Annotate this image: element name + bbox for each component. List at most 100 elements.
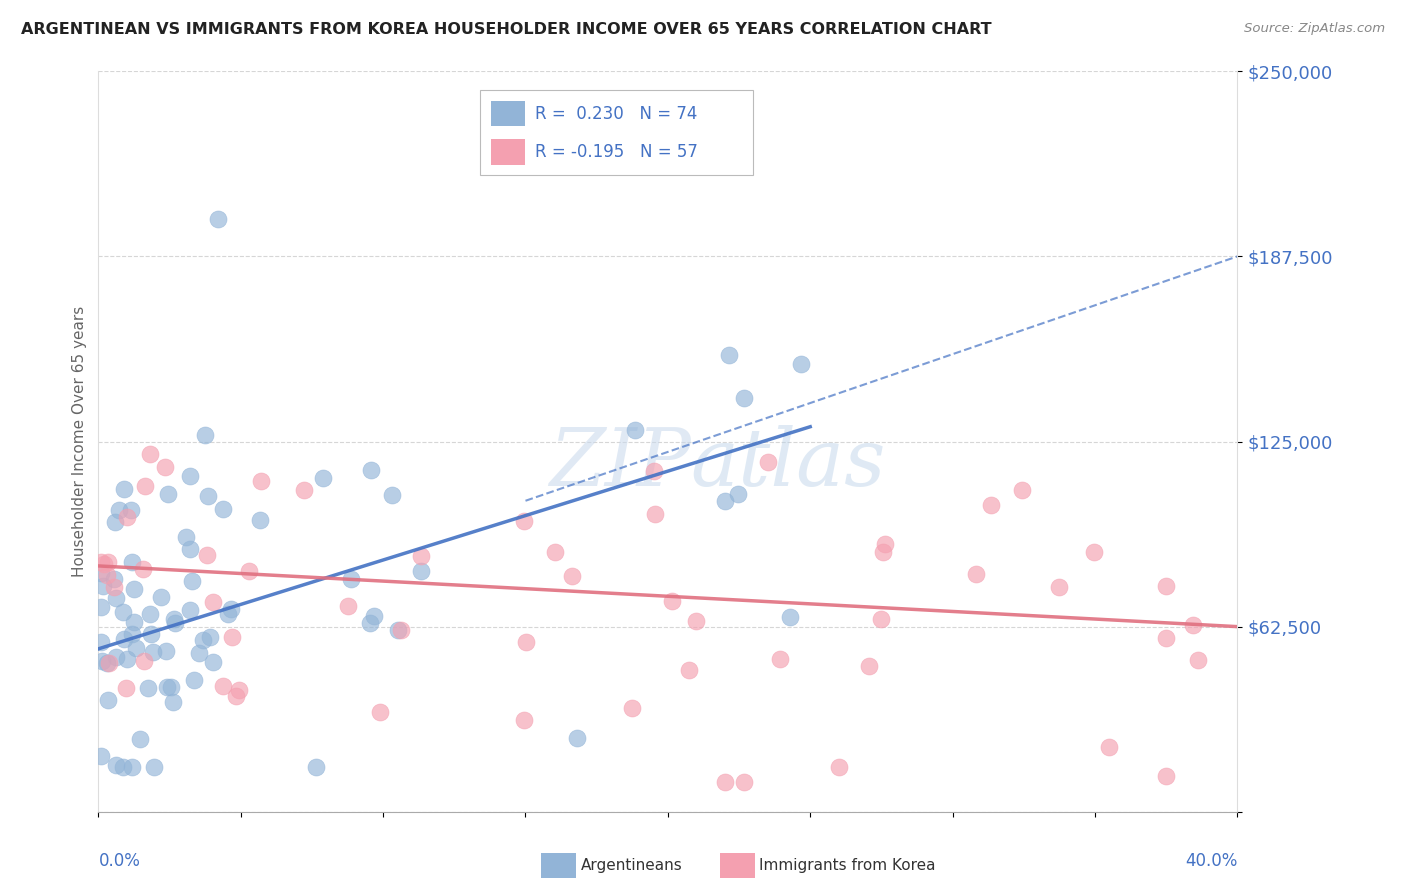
- Point: [179, 542, 201, 557]
- Point: [141, 627, 163, 641]
- Point: [104, 591, 127, 605]
- Point: [194, 428, 217, 442]
- Point: [104, 516, 127, 530]
- Point: [513, 713, 536, 727]
- Point: [515, 634, 537, 648]
- Point: [104, 758, 127, 772]
- Point: [870, 612, 893, 626]
- Point: [112, 605, 135, 619]
- Point: [103, 580, 125, 594]
- Point: [228, 682, 250, 697]
- Point: [219, 601, 242, 615]
- Point: [200, 630, 222, 644]
- Point: [685, 614, 707, 628]
- Point: [1187, 653, 1209, 667]
- Point: [132, 561, 155, 575]
- Point: [96, 657, 118, 671]
- Point: [678, 663, 700, 677]
- Point: [132, 655, 155, 669]
- Point: [1156, 579, 1178, 593]
- Point: [714, 775, 737, 789]
- Point: [90, 634, 112, 648]
- Point: [620, 701, 643, 715]
- Point: [769, 652, 792, 666]
- Point: [714, 493, 737, 508]
- Point: [139, 607, 162, 622]
- Point: [756, 455, 779, 469]
- Point: [873, 537, 896, 551]
- Point: [90, 748, 112, 763]
- Point: [718, 348, 741, 362]
- Point: [156, 680, 179, 694]
- Point: [121, 555, 143, 569]
- Point: [97, 692, 120, 706]
- Point: [163, 612, 186, 626]
- Point: [162, 695, 184, 709]
- Text: 40.0%: 40.0%: [1185, 853, 1237, 871]
- Point: [221, 630, 243, 644]
- Point: [90, 555, 112, 569]
- Text: R =  0.230   N = 74: R = 0.230 N = 74: [534, 104, 697, 123]
- Point: [155, 644, 177, 658]
- Point: [1083, 545, 1105, 559]
- Point: [181, 574, 204, 588]
- Point: [197, 489, 219, 503]
- Point: [139, 447, 162, 461]
- Point: [1011, 483, 1033, 497]
- Point: [513, 514, 536, 528]
- Text: ZIP: ZIP: [548, 425, 690, 502]
- Point: [292, 483, 315, 498]
- Point: [202, 655, 225, 669]
- Bar: [491, 139, 526, 165]
- Point: [195, 548, 218, 562]
- FancyBboxPatch shape: [479, 90, 754, 175]
- Point: [312, 470, 335, 484]
- Point: [411, 549, 433, 563]
- Point: [128, 732, 150, 747]
- Point: [142, 645, 165, 659]
- Point: [336, 599, 359, 614]
- Point: [409, 565, 432, 579]
- Point: [965, 567, 987, 582]
- Point: [249, 512, 271, 526]
- Point: [207, 212, 229, 227]
- Point: [779, 609, 801, 624]
- Point: [381, 487, 404, 501]
- Point: [103, 572, 125, 586]
- Text: ARGENTINEAN VS IMMIGRANTS FROM KOREA HOUSEHOLDER INCOME OVER 65 YEARS CORRELATIO: ARGENTINEAN VS IMMIGRANTS FROM KOREA HOU…: [21, 22, 991, 37]
- Point: [179, 603, 201, 617]
- Point: [104, 649, 127, 664]
- Point: [858, 659, 880, 673]
- Point: [150, 590, 173, 604]
- Point: [733, 392, 755, 406]
- Point: [143, 760, 166, 774]
- Point: [225, 689, 247, 703]
- Point: [363, 609, 385, 624]
- Point: [727, 486, 749, 500]
- Text: atlas: atlas: [690, 425, 886, 502]
- Point: [120, 502, 142, 516]
- Point: [543, 545, 565, 559]
- Point: [91, 579, 114, 593]
- Point: [90, 566, 112, 581]
- Point: [115, 681, 138, 695]
- Point: [176, 530, 198, 544]
- Text: Source: ZipAtlas.com: Source: ZipAtlas.com: [1244, 22, 1385, 36]
- Point: [191, 633, 214, 648]
- Point: [121, 627, 143, 641]
- Point: [733, 775, 755, 789]
- Point: [872, 545, 894, 559]
- Point: [201, 595, 224, 609]
- Point: [1098, 739, 1121, 754]
- Point: [391, 623, 413, 637]
- Point: [134, 479, 156, 493]
- Point: [238, 564, 260, 578]
- Point: [561, 569, 583, 583]
- Point: [305, 760, 328, 774]
- Point: [157, 486, 180, 500]
- Point: [188, 646, 211, 660]
- Point: [90, 599, 112, 614]
- Point: [1154, 769, 1177, 783]
- Text: Immigrants from Korea: Immigrants from Korea: [759, 858, 936, 872]
- Point: [93, 558, 115, 572]
